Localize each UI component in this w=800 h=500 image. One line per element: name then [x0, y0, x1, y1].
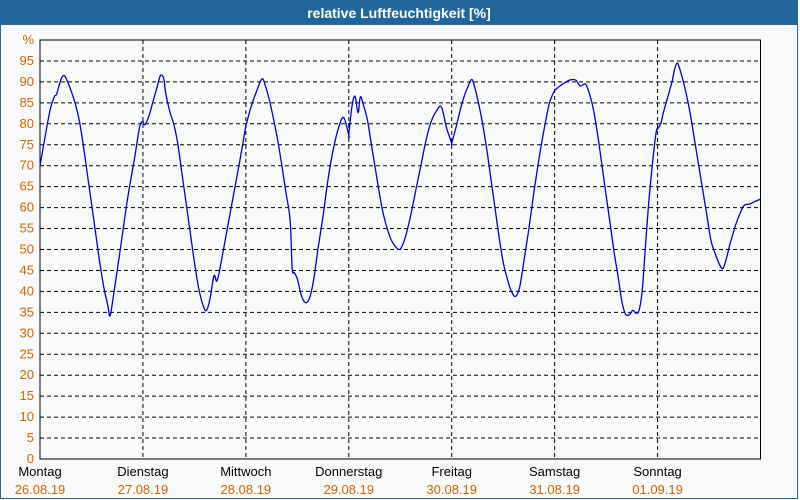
svg-text:95: 95: [20, 53, 34, 68]
svg-text:10: 10: [20, 409, 34, 424]
svg-text:55: 55: [20, 221, 34, 236]
svg-text:29.08.19: 29.08.19: [323, 482, 374, 497]
svg-text:%: %: [22, 32, 34, 47]
svg-text:31.08.19: 31.08.19: [529, 482, 580, 497]
svg-text:80: 80: [20, 116, 34, 131]
svg-text:27.08.19: 27.08.19: [118, 482, 169, 497]
svg-text:Sonntag: Sonntag: [633, 464, 681, 479]
svg-text:Samstag: Samstag: [529, 464, 580, 479]
svg-text:40: 40: [20, 283, 34, 298]
svg-text:Donnerstag: Donnerstag: [315, 464, 382, 479]
svg-text:Mittwoch: Mittwoch: [220, 464, 271, 479]
svg-text:30: 30: [20, 325, 34, 340]
svg-text:Montag: Montag: [18, 464, 61, 479]
svg-text:28.08.19: 28.08.19: [221, 482, 272, 497]
svg-text:Freitag: Freitag: [431, 464, 471, 479]
svg-text:15: 15: [20, 388, 34, 403]
svg-text:60: 60: [20, 200, 34, 215]
svg-text:90: 90: [20, 74, 34, 89]
svg-text:26.08.19: 26.08.19: [15, 482, 66, 497]
svg-text:70: 70: [20, 158, 34, 173]
svg-text:25: 25: [20, 346, 34, 361]
svg-text:50: 50: [20, 242, 34, 257]
svg-text:45: 45: [20, 262, 34, 277]
svg-text:75: 75: [20, 137, 34, 152]
svg-text:30.08.19: 30.08.19: [426, 482, 477, 497]
svg-text:Dienstag: Dienstag: [117, 464, 168, 479]
svg-text:20: 20: [20, 367, 34, 382]
svg-text:35: 35: [20, 304, 34, 319]
svg-text:5: 5: [27, 430, 34, 445]
svg-text:85: 85: [20, 95, 34, 110]
svg-text:01.09.19: 01.09.19: [632, 482, 683, 497]
svg-text:65: 65: [20, 179, 34, 194]
